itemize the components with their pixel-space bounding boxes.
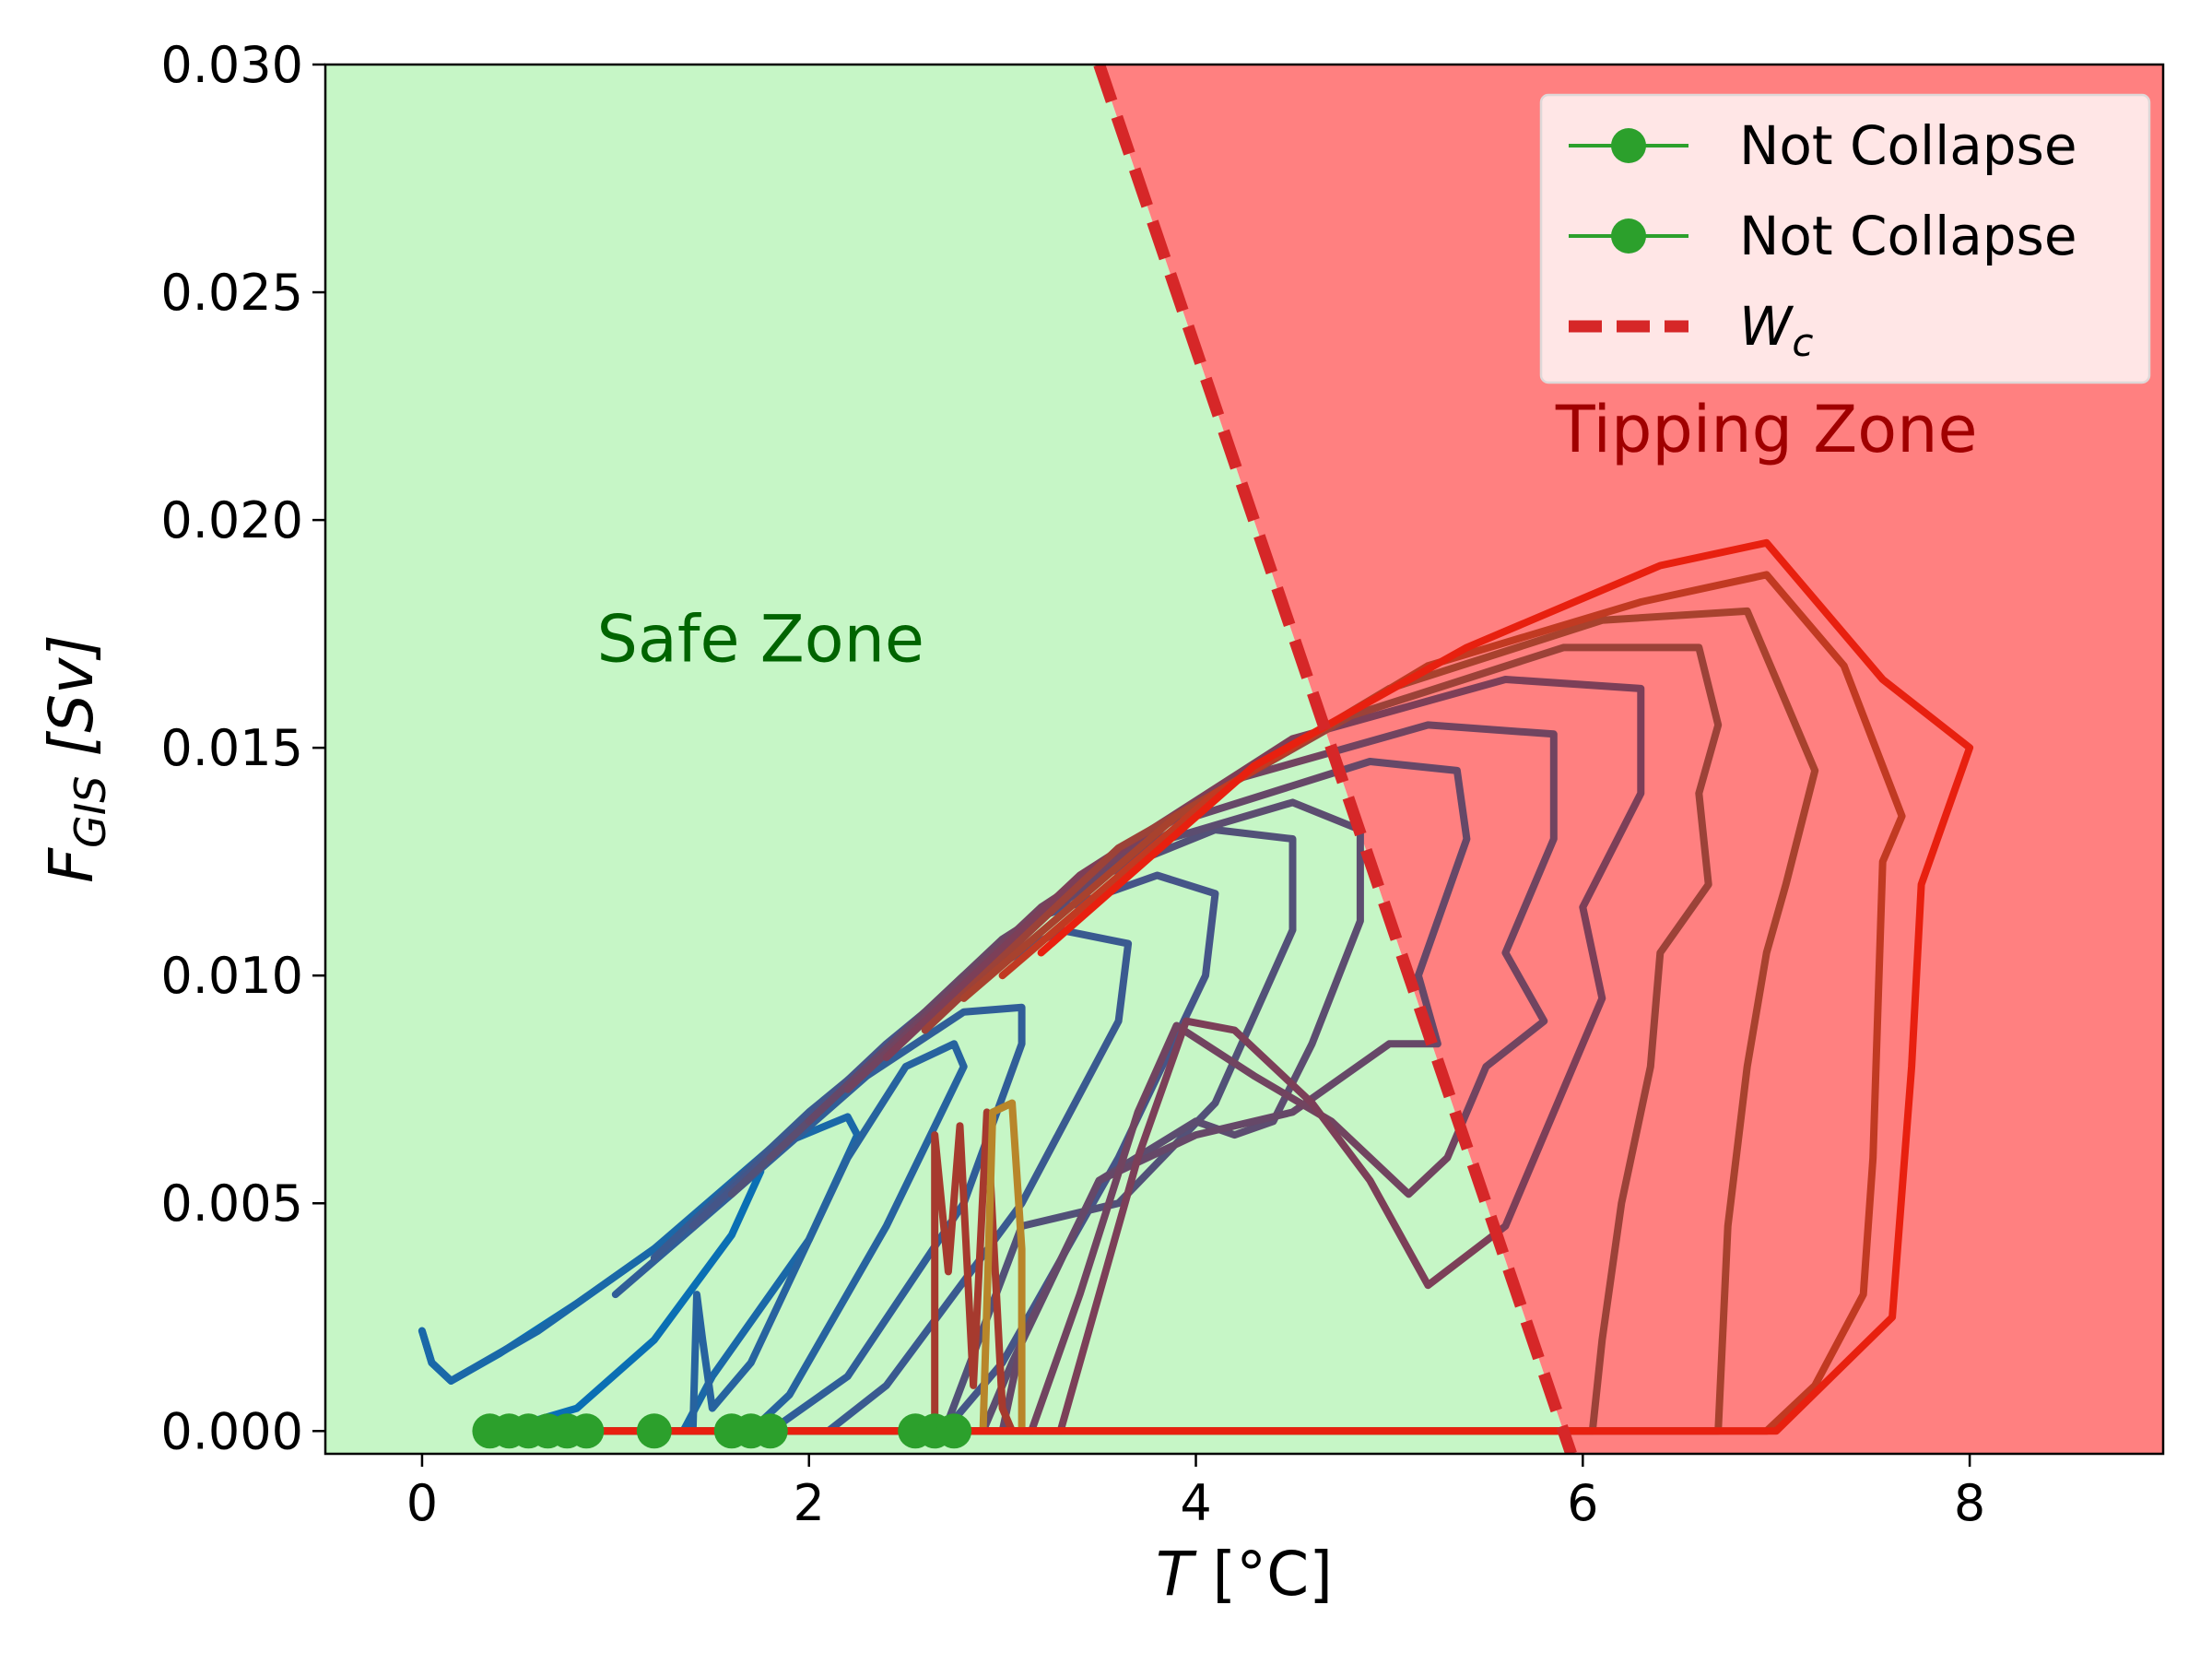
tipping-zone-label: Tipping Zone [1555,392,1978,467]
tipping-zone-region [1099,65,2163,1454]
trajectory-series-11 [882,676,1645,1435]
legend-item-3: Wc [1569,295,1813,365]
trajectory-series-14 [486,643,1723,1435]
y-tick-label: 0.005 [160,1174,303,1233]
safe-zone-label: Safe Zone [597,601,925,677]
y-tick-label: 0.020 [160,491,303,549]
y-axis: 0.000 0.005 0.010 0.015 0.020 0.025 0.030 [160,36,325,1460]
y-tick-label: 0.030 [160,36,303,94]
x-tick-label: 0 [406,1474,438,1532]
safe-zone-region [325,65,1571,1454]
legend-item-1: Not Collapse [1569,114,2077,177]
x-tick-label: 8 [1954,1474,1985,1532]
legend-label: Wc [1739,295,1813,365]
x-tick-label: 4 [1180,1474,1211,1532]
trajectory-series-9 [747,758,1471,1435]
y-axis-label: FGIS [Sv] [36,634,115,883]
y-tick-label: 0.000 [160,1402,303,1460]
y-tick-label: 0.010 [160,947,303,1005]
trajectory-series-17 [486,538,1974,1435]
legend-marker-swatch [1611,218,1646,254]
critical-line-layer [1093,65,1577,1454]
trajectory-series-12 [931,1108,1017,1435]
legend-box [1539,93,2151,384]
x-tick-label: 2 [794,1474,825,1532]
start-marker-10 [752,1413,788,1449]
zone-label-layer: Safe Zone Tipping Zone [597,392,1978,677]
legend: Not Collapse Not Collapse Wc [1539,93,2151,384]
trajectory-series-3 [524,1040,968,1435]
series-layer [418,538,1974,1435]
trajectory-series-10 [766,721,1558,1435]
y-tick-label: 0.025 [160,264,303,322]
critical-line-wc [1093,65,1577,1454]
trajectory-series-13 [979,1099,1026,1435]
x-axis: 0 2 4 6 8 [406,1454,1985,1532]
start-marker-layer [472,1413,972,1449]
legend-label: Not Collapse [1739,114,2077,177]
start-marker-6 [569,1413,605,1449]
plot-frame [324,63,2165,1456]
x-tick-label: 6 [1567,1474,1598,1532]
legend-marker-swatch [1611,128,1646,163]
start-marker-13 [936,1413,972,1449]
start-marker-7 [636,1413,672,1449]
legend-label: Not Collapse [1739,205,2077,267]
zone-backgrounds [325,65,2163,1454]
y-tick-label: 0.015 [160,719,303,777]
x-axis-label: T [°C] [1156,1539,1333,1610]
legend-item-2: Not Collapse [1569,205,2077,267]
